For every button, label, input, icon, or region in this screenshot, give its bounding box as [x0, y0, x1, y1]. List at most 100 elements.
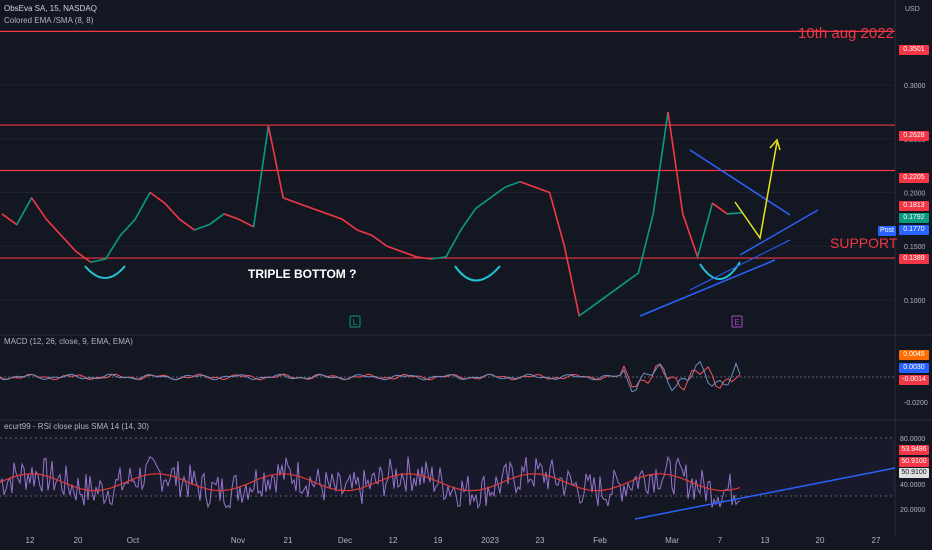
date-note: 10th aug 2022 — [798, 25, 894, 42]
y-tick-label: 0.3000 — [904, 83, 926, 90]
support-trend-line — [739, 209, 819, 256]
macd-line — [0, 360, 741, 393]
price-segment — [208, 213, 225, 226]
price-box-2: 0.1770 — [899, 225, 929, 235]
indicator-title[interactable]: Colored EMA /SMA (8, 8) — [4, 16, 94, 25]
price-segment — [194, 223, 210, 231]
marker-l: L — [353, 318, 358, 327]
price-segment — [1, 213, 18, 226]
symbol-title[interactable]: ObsEva SA, 15, NASDAQ — [4, 4, 97, 13]
price-segment — [312, 207, 328, 215]
triangle-lower-line — [639, 259, 776, 317]
price-segment — [90, 258, 106, 264]
x-tick-label: Nov — [231, 536, 245, 545]
x-tick-label: 12 — [26, 536, 35, 545]
x-tick-label: 7 — [718, 536, 723, 545]
x-tick-label: Mar — [665, 536, 679, 545]
price-segment — [60, 234, 77, 253]
price-segment — [696, 202, 714, 258]
price-segment — [578, 304, 595, 317]
price-box-1: 0.1792 — [899, 213, 929, 223]
price-segment — [431, 256, 447, 260]
price-segment — [356, 229, 373, 237]
projection-arrow-head — [769, 138, 781, 151]
bottom-curve-1 — [84, 265, 126, 279]
x-tick-label: 2023 — [481, 536, 499, 545]
support-label: SUPPORT — [830, 235, 898, 251]
price-segment — [327, 213, 343, 221]
price-segment — [401, 250, 417, 258]
x-tick-label: 12 — [389, 536, 398, 545]
price-segment — [75, 250, 92, 263]
x-tick-label: 27 — [872, 536, 881, 545]
y-tick-label: 0.1500 — [904, 244, 926, 251]
post-badge: Post — [878, 226, 896, 236]
price-segment — [416, 256, 432, 260]
x-tick-label: 20 — [74, 536, 83, 545]
macd-tick: -0.0200 — [904, 400, 928, 407]
x-tick-label: 13 — [761, 536, 770, 545]
rsi-tick-20: 20.0000 — [900, 507, 925, 514]
price-line — [1, 111, 743, 317]
price-segment — [282, 197, 299, 204]
rsi-box-0: 53.9486 — [899, 445, 929, 455]
rsi-line — [0, 455, 741, 510]
price-segment — [711, 202, 728, 215]
rsi-tick-80: 80.0000 — [900, 436, 925, 443]
price-segment — [297, 202, 314, 210]
price-segment — [104, 234, 122, 260]
level-box-1: 0.2628 — [899, 131, 929, 141]
projection-arrow — [734, 141, 778, 240]
price-segment — [475, 197, 491, 210]
marker-l-box[interactable] — [349, 315, 361, 328]
price-segment — [267, 125, 284, 198]
triangle-mid-line — [689, 239, 791, 291]
price-segment — [548, 192, 566, 247]
level-box-2: 0.2205 — [899, 173, 929, 183]
rsi-series — [0, 455, 741, 510]
price-segment — [45, 218, 62, 236]
resistance-levels — [0, 30, 895, 259]
y-tick-label: 0.2000 — [904, 190, 926, 197]
x-tick-label: Dec — [338, 536, 352, 545]
price-segment — [593, 293, 610, 306]
x-tick-label: 21 — [284, 536, 293, 545]
price-segment — [341, 218, 358, 231]
x-tick-label: 20 — [816, 536, 825, 545]
level-box-3: 0.1389 — [899, 254, 929, 264]
price-segment — [179, 218, 195, 231]
macd-box-1: 0.0030 — [899, 363, 929, 373]
level-box-0: 0.3501 — [899, 45, 929, 55]
price-segment — [563, 245, 580, 317]
currency-label: USD — [905, 6, 920, 13]
pattern-label: TRIPLE BOTTOM ? — [248, 267, 356, 281]
price-segment — [371, 234, 388, 247]
marker-e-box[interactable] — [731, 315, 743, 328]
price-segment — [519, 180, 536, 188]
x-tick-label: 19 — [434, 536, 443, 545]
price-segment — [504, 180, 521, 188]
price-segment — [652, 111, 669, 215]
triangle-upper-line — [689, 149, 791, 216]
price-segment — [489, 186, 506, 199]
x-tick-label: Oct — [127, 536, 140, 545]
macd-box-0: 0.0045 — [899, 350, 929, 360]
price-segment — [134, 192, 151, 220]
rsi-box-1: 50.9100 — [899, 457, 929, 467]
macd-title[interactable]: MACD (12, 26, close, 9, EMA, EMA) — [4, 337, 133, 346]
price-segment — [682, 213, 699, 258]
price-segment — [223, 213, 240, 221]
bottom-curve-2 — [454, 265, 501, 282]
rsi-sma-line — [0, 473, 741, 492]
y-tick-label: 0.1000 — [904, 298, 926, 305]
rsi-tick-40: 40.0000 — [900, 482, 925, 489]
x-tick-label: Feb — [593, 536, 607, 545]
macd-series — [0, 360, 741, 393]
price-segment — [386, 245, 402, 253]
x-axis: 12 20 Oct Nov 21 Dec 12 19 2023 23 Feb Mar 7 13 20 27 — [26, 536, 881, 545]
price-segment — [16, 197, 33, 226]
rsi-title[interactable]: ecurt99 - RSI close plus SMA 14 (14, 30) — [4, 422, 149, 431]
price-segment — [30, 197, 48, 220]
